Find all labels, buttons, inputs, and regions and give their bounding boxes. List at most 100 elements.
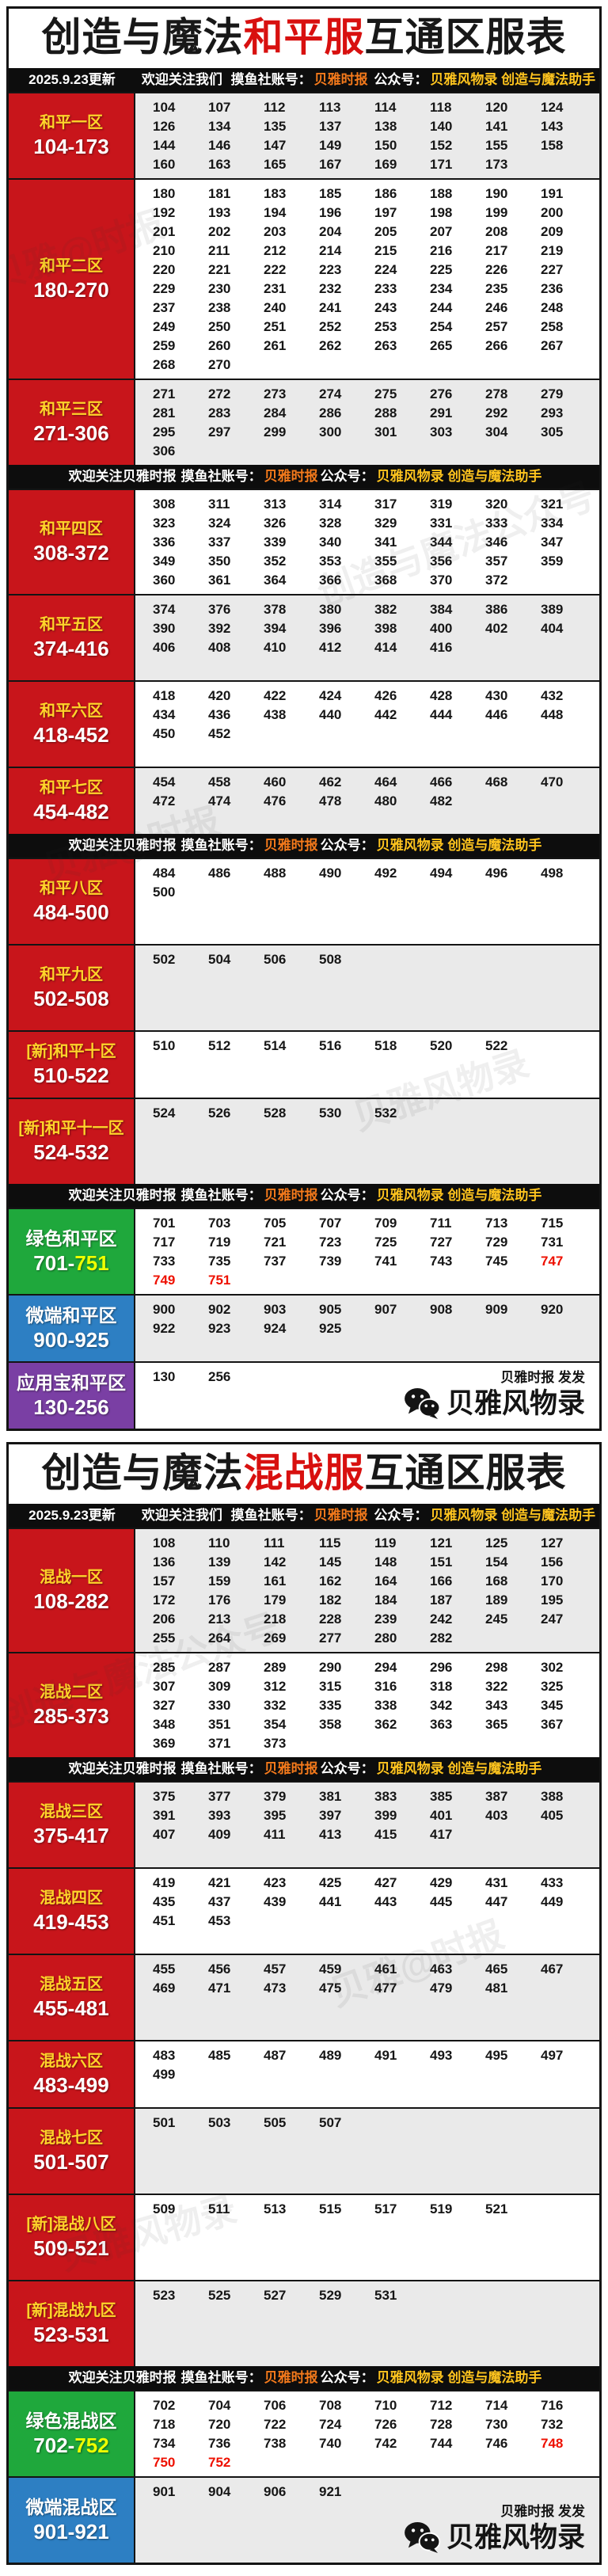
server-number: 309 bbox=[208, 1679, 231, 1694]
update-banner: 2025.9.23更新 欢迎关注我们 摸鱼社账号： 贝雅时报 公众号： 贝雅风物录 … bbox=[9, 1504, 599, 1528]
server-number: 414 bbox=[374, 640, 397, 655]
server-number: 477 bbox=[374, 1981, 397, 1996]
welcome-text: 欢迎关注我们 bbox=[141, 72, 222, 87]
server-number: 521 bbox=[485, 2201, 508, 2216]
zone-row: 和平二区 180-270 180 181 183 185 186 188 190 191 192 19… bbox=[9, 178, 599, 379]
server-number: 712 bbox=[430, 2398, 453, 2413]
server-number: 205 bbox=[374, 224, 397, 239]
server-number: 455 bbox=[153, 1961, 176, 1977]
server-number: 151 bbox=[430, 1554, 453, 1570]
server-number: 237 bbox=[153, 300, 176, 315]
server-number: 731 bbox=[541, 1235, 564, 1250]
server-number: 227 bbox=[541, 262, 564, 277]
server-number: 429 bbox=[430, 1875, 453, 1890]
zone-label: 应用宝和平区 130-256 bbox=[9, 1363, 135, 1429]
server-number: 104 bbox=[153, 100, 176, 115]
server-number: 221 bbox=[208, 262, 231, 277]
server-number: 347 bbox=[541, 535, 564, 550]
title-suffix: 互通区服表 bbox=[364, 15, 567, 59]
server-number: 502 bbox=[153, 952, 176, 967]
zone-range: 900-925 bbox=[33, 1328, 109, 1353]
server-number: 184 bbox=[374, 1592, 397, 1608]
peace-server-table-card: 创造与魔法和平服互通区服表 2025.9.23更新 欢迎关注我们 摸鱼社账号：贝… bbox=[6, 6, 602, 1431]
server-number: 745 bbox=[485, 1254, 508, 1269]
server-number: 356 bbox=[430, 554, 453, 569]
public-label: 公众号： bbox=[320, 469, 374, 484]
server-number: 484 bbox=[153, 866, 176, 881]
server-number: 447 bbox=[485, 1894, 508, 1909]
server-number: 340 bbox=[319, 535, 342, 550]
server-number: 922 bbox=[153, 1321, 176, 1336]
server-number: 208 bbox=[485, 224, 508, 239]
server-number: 370 bbox=[430, 573, 453, 588]
server-number: 316 bbox=[374, 1679, 397, 1694]
server-number: 107 bbox=[208, 100, 231, 115]
server-number: 353 bbox=[319, 554, 342, 569]
server-number: 373 bbox=[264, 1736, 287, 1751]
server-number: 186 bbox=[374, 186, 397, 201]
server-number: 145 bbox=[319, 1554, 342, 1570]
server-number: 148 bbox=[374, 1554, 397, 1570]
zone-name: [新]混战八区 bbox=[26, 2215, 116, 2233]
server-number: 114 bbox=[374, 100, 397, 115]
server-number: 183 bbox=[264, 186, 287, 201]
server-number: 352 bbox=[264, 554, 287, 569]
zone-row: 和平五区 374-416 374 376 378 380 382 384 386 389 390 39… bbox=[9, 594, 599, 680]
subscribe-info: 欢迎关注贝雅时报 摸鱼社账号： 贝雅时报 公众号： 贝雅风物录 创造与魔法助手 bbox=[66, 465, 542, 489]
welcome-text: 欢迎关注贝雅时报 bbox=[68, 469, 177, 484]
server-number: 449 bbox=[541, 1894, 564, 1909]
public-names: 贝雅风物录 创造与魔法助手 bbox=[376, 838, 542, 853]
zone-numbers: 180 181 183 185 186 188 190 191 192 193 194 196 197 1… bbox=[135, 180, 599, 379]
server-number: 346 bbox=[485, 535, 508, 550]
wechat-icon bbox=[405, 2521, 440, 2553]
zone-range: 308-372 bbox=[33, 540, 109, 565]
server-number: 345 bbox=[541, 1698, 564, 1713]
server-number: 479 bbox=[430, 1981, 453, 1996]
zone-numbers: 510 512 514 516 518 520 522 bbox=[135, 1032, 599, 1098]
zone-numbers: 900 902 903 905 907 908 909 920 922 923 924 925 bbox=[135, 1296, 599, 1361]
server-number: 307 bbox=[153, 1679, 176, 1694]
server-number: 127 bbox=[541, 1535, 564, 1551]
server-number: 493 bbox=[430, 2048, 453, 2063]
server-number: 741 bbox=[374, 1254, 397, 1269]
zone-name: 和平九区 bbox=[40, 965, 103, 984]
server-number: 431 bbox=[485, 1875, 508, 1890]
server-number: 236 bbox=[541, 281, 564, 296]
server-number: 921 bbox=[319, 2484, 342, 2499]
server-number: 216 bbox=[430, 243, 453, 258]
zone-row: 混战四区 419-453 419 421 423 425 427 429 431 433 435 43… bbox=[9, 1867, 599, 1954]
zone-name: [新]和平十一区 bbox=[18, 1119, 124, 1137]
server-number: 396 bbox=[319, 621, 342, 636]
server-number: 450 bbox=[153, 726, 176, 741]
zone-range: 483-499 bbox=[33, 2072, 109, 2097]
server-number: 729 bbox=[485, 1235, 508, 1250]
server-number: 265 bbox=[430, 338, 453, 353]
server-number: 385 bbox=[430, 1789, 453, 1804]
zone-numbers: 455 456 457 459 461 463 465 467 469 471 473 475 477 4… bbox=[135, 1955, 599, 2040]
server-number: 297 bbox=[208, 424, 231, 439]
server-number: 198 bbox=[430, 205, 453, 220]
server-number: 478 bbox=[319, 793, 342, 809]
server-number: 902 bbox=[208, 1302, 231, 1317]
zone-numbers: 130 256 bbox=[135, 1363, 599, 1429]
server-number: 411 bbox=[264, 1827, 286, 1842]
public-label: 公众号： bbox=[320, 1188, 374, 1203]
server-number: 275 bbox=[374, 386, 397, 401]
server-number: 339 bbox=[264, 535, 287, 550]
server-number: 211 bbox=[208, 243, 230, 258]
server-number: 141 bbox=[485, 119, 508, 134]
zone-label: [新]和平十一区 524-532 bbox=[9, 1099, 135, 1184]
server-number: 249 bbox=[153, 319, 176, 334]
server-number: 260 bbox=[208, 338, 231, 353]
account-label: 摸鱼社账号： bbox=[180, 1761, 262, 1776]
zone-range-highlight: 752 bbox=[74, 2433, 109, 2458]
zone-name: 和平五区 bbox=[40, 615, 103, 634]
server-number: 400 bbox=[430, 621, 453, 636]
zone-label: 微端混战区 901-921 bbox=[9, 2478, 135, 2563]
server-number: 388 bbox=[541, 1789, 564, 1804]
zone-row: 和平四区 308-372 308 311 313 314 317 319 320 321 323 32… bbox=[9, 489, 599, 594]
server-number: 442 bbox=[374, 707, 397, 722]
account-name: 贝雅时报 bbox=[264, 1761, 318, 1776]
public-label: 公众号： bbox=[320, 2370, 374, 2385]
zone-name: 混战六区 bbox=[40, 2052, 103, 2070]
